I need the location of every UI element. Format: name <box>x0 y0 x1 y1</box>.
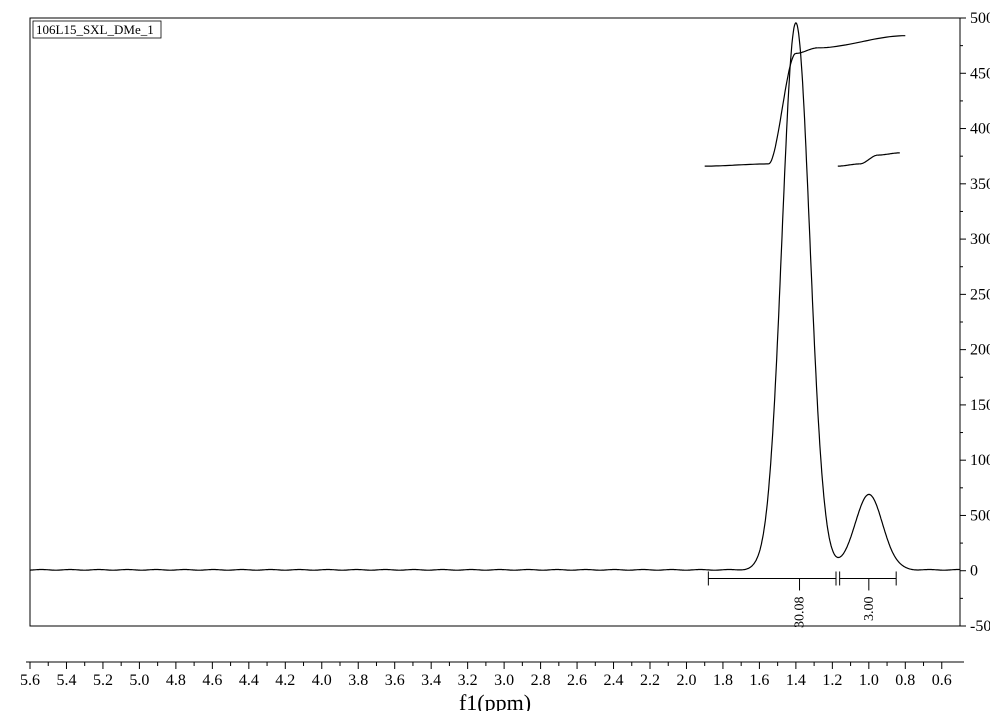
x-tick-label: 2.6 <box>567 672 587 689</box>
y-tick-label: -500 <box>970 618 990 635</box>
x-tick-label: 0.8 <box>895 672 915 689</box>
integral-value: 3.00 <box>862 596 877 621</box>
sample-label: 106L15_SXL_DMe_1 <box>36 22 154 37</box>
y-tick-label: 2000 <box>970 342 990 359</box>
x-tick-label: 3.6 <box>385 672 405 689</box>
y-tick-label: 500 <box>970 507 990 524</box>
x-tick-label: 3.0 <box>494 672 514 689</box>
x-tick-label: 5.4 <box>56 672 76 689</box>
x-tick-label: 4.8 <box>166 672 186 689</box>
x-tick-label: 1.0 <box>859 672 879 689</box>
y-tick-label: 4000 <box>970 121 990 138</box>
x-tick-label: 1.6 <box>749 672 769 689</box>
x-tick-label: 2.4 <box>604 672 624 689</box>
y-tick-label: 4500 <box>970 65 990 82</box>
x-tick-label: 5.2 <box>93 672 113 689</box>
x-tick-label: 4.4 <box>239 672 259 689</box>
x-tick-label: 5.0 <box>129 672 149 689</box>
x-tick-label: 4.2 <box>275 672 295 689</box>
x-tick-label: 3.2 <box>458 672 478 689</box>
x-tick-label: 2.8 <box>531 672 551 689</box>
y-tick-label: 1500 <box>970 397 990 414</box>
x-tick-label: 4.0 <box>312 672 332 689</box>
y-tick-label: 3500 <box>970 176 990 193</box>
x-tick-label: 4.6 <box>202 672 222 689</box>
x-tick-label: 3.8 <box>348 672 368 689</box>
x-tick-label: 1.2 <box>822 672 842 689</box>
x-tick-label: 1.4 <box>786 672 806 689</box>
x-tick-label: 3.4 <box>421 672 441 689</box>
x-tick-label: 2.2 <box>640 672 660 689</box>
plot-border <box>30 18 960 626</box>
x-tick-label: 0.6 <box>932 672 952 689</box>
x-tick-label: 1.8 <box>713 672 733 689</box>
x-tick-label: 5.6 <box>20 672 40 689</box>
y-tick-label: 0 <box>970 563 978 580</box>
nmr-chart: 106L15_SXL_DMe_1 -500 0 500 1000 1500 2000 2500… <box>10 10 990 711</box>
y-tick-label: 5000 <box>970 10 990 27</box>
nmr-svg: 106L15_SXL_DMe_1 -500 0 500 1000 1500 2000 2500… <box>10 10 990 711</box>
x-axis-label: f1(ppm) <box>459 690 531 711</box>
integral-value: 30.08 <box>793 596 808 628</box>
y-tick-label: 1000 <box>970 452 990 469</box>
x-tick-label: 2.0 <box>676 672 696 689</box>
y-tick-label: 2500 <box>970 286 990 303</box>
y-tick-label: 3000 <box>970 231 990 248</box>
